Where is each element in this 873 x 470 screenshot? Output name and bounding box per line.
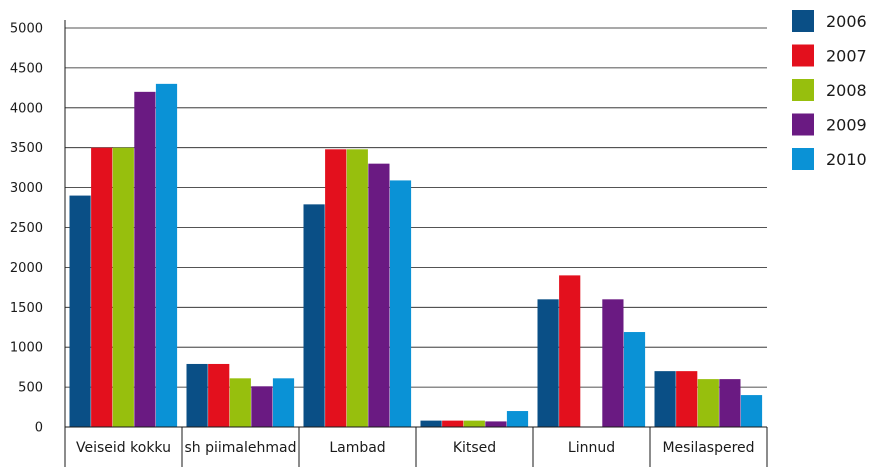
bar-2007-3 bbox=[325, 149, 347, 427]
bar-2010-2 bbox=[272, 378, 295, 427]
bar-2006-3 bbox=[303, 204, 325, 427]
y-tick-label: 2500 bbox=[10, 221, 43, 236]
y-tick-label: 500 bbox=[18, 381, 43, 396]
legend-label-2007: 2007 bbox=[826, 47, 867, 66]
bar-2008-1 bbox=[112, 147, 134, 427]
y-tick-label: 1500 bbox=[10, 301, 43, 316]
bar-2008-6 bbox=[697, 379, 719, 427]
bar-2010-5 bbox=[623, 332, 646, 427]
bar-2008-2 bbox=[229, 378, 251, 427]
y-tick-label: 4000 bbox=[10, 101, 43, 116]
y-tick-label: 5000 bbox=[10, 22, 43, 37]
bar-2007-1 bbox=[91, 147, 113, 427]
bar-2006-2 bbox=[186, 363, 208, 427]
bar-2009-4 bbox=[485, 421, 507, 427]
bar-2007-6 bbox=[676, 371, 698, 427]
bar-2007-2 bbox=[208, 363, 230, 427]
bar-2006-1 bbox=[69, 195, 91, 427]
legend-swatch-2008 bbox=[792, 79, 814, 101]
bars bbox=[69, 83, 763, 428]
bar-2009-2 bbox=[251, 386, 273, 427]
category-label: sh piimalehmad bbox=[185, 440, 297, 456]
bar-2010-4 bbox=[506, 411, 529, 427]
y-tick-label: 3500 bbox=[10, 141, 43, 156]
y-tick-labels: 0 500 1000 1500 2000 2500 3000 3500 4000 4500 5000 bbox=[10, 22, 43, 436]
bar-2007-4 bbox=[442, 420, 464, 427]
category-label: Linnud bbox=[568, 440, 615, 456]
bar-2010-6 bbox=[740, 395, 763, 427]
axes bbox=[64, 20, 768, 467]
gridlines bbox=[65, 27, 767, 388]
y-tick-label: 1000 bbox=[10, 341, 43, 356]
bar-2009-3 bbox=[368, 163, 390, 427]
legend-label-2008: 2008 bbox=[826, 81, 867, 100]
bar-2007-5 bbox=[559, 275, 581, 427]
legend-label-2009: 2009 bbox=[826, 116, 867, 135]
legend-label-2010: 2010 bbox=[826, 150, 867, 169]
bar-2009-6 bbox=[719, 379, 741, 427]
legend-swatch-2010 bbox=[792, 148, 814, 170]
bar-2009-5 bbox=[602, 299, 624, 427]
bar-2008-3 bbox=[346, 149, 368, 427]
category-label: Lambad bbox=[329, 440, 385, 456]
bar-2006-5 bbox=[537, 299, 559, 427]
y-tick-label: 3000 bbox=[10, 181, 43, 196]
bar-2006-4 bbox=[420, 420, 442, 427]
category-labels: Veiseid kokku sh piimalehmad Lambad Kitsed L… bbox=[76, 440, 755, 456]
y-tick-label: 2000 bbox=[10, 261, 43, 276]
bar-2006-6 bbox=[654, 371, 676, 427]
y-tick-label: 0 bbox=[35, 421, 43, 436]
bar-2010-1 bbox=[155, 83, 178, 428]
legend-label-2006: 2006 bbox=[826, 12, 867, 31]
category-label: Mesilaspered bbox=[662, 440, 754, 456]
category-label: Kitsed bbox=[453, 440, 496, 456]
category-label: Veiseid kokku bbox=[76, 440, 171, 456]
bar-2010-3 bbox=[389, 180, 412, 427]
legend-swatch-2009 bbox=[792, 113, 814, 136]
legend-swatch-2006 bbox=[792, 10, 814, 32]
legend: 2006 2007 2008 2009 2010 bbox=[792, 10, 867, 170]
y-tick-label: 4500 bbox=[10, 61, 43, 76]
bar-2008-4 bbox=[463, 420, 485, 427]
legend-swatch-2007 bbox=[792, 44, 814, 67]
bar-2009-1 bbox=[134, 91, 156, 427]
